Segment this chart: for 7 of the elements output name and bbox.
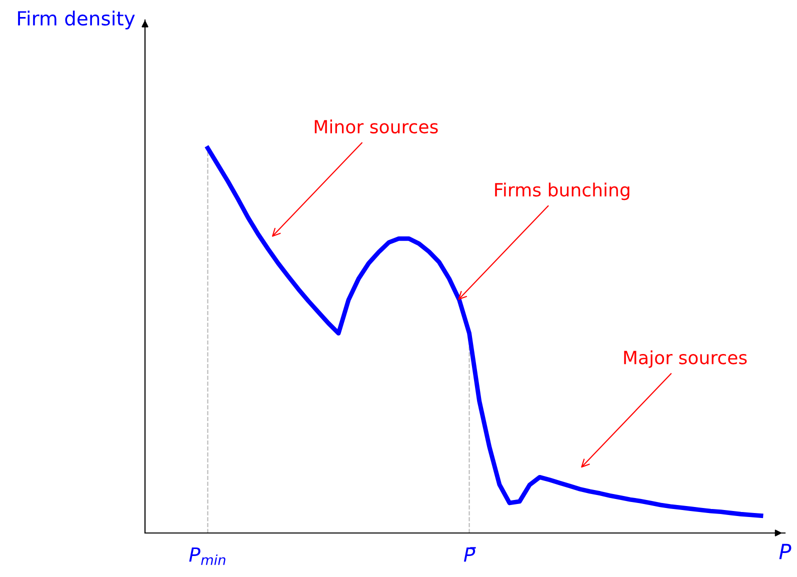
text: Minor sources: [314, 120, 438, 134]
text: Firm density: [18, 10, 135, 30]
annotation: Major sources: [624, 350, 747, 368]
x-axis-title: P: [779, 544, 792, 560]
x-tick-label: P$_{min}$: [189, 547, 226, 565]
annotation: Firms bunching: [495, 182, 630, 200]
x-tick-label: P̄: [464, 547, 476, 562]
